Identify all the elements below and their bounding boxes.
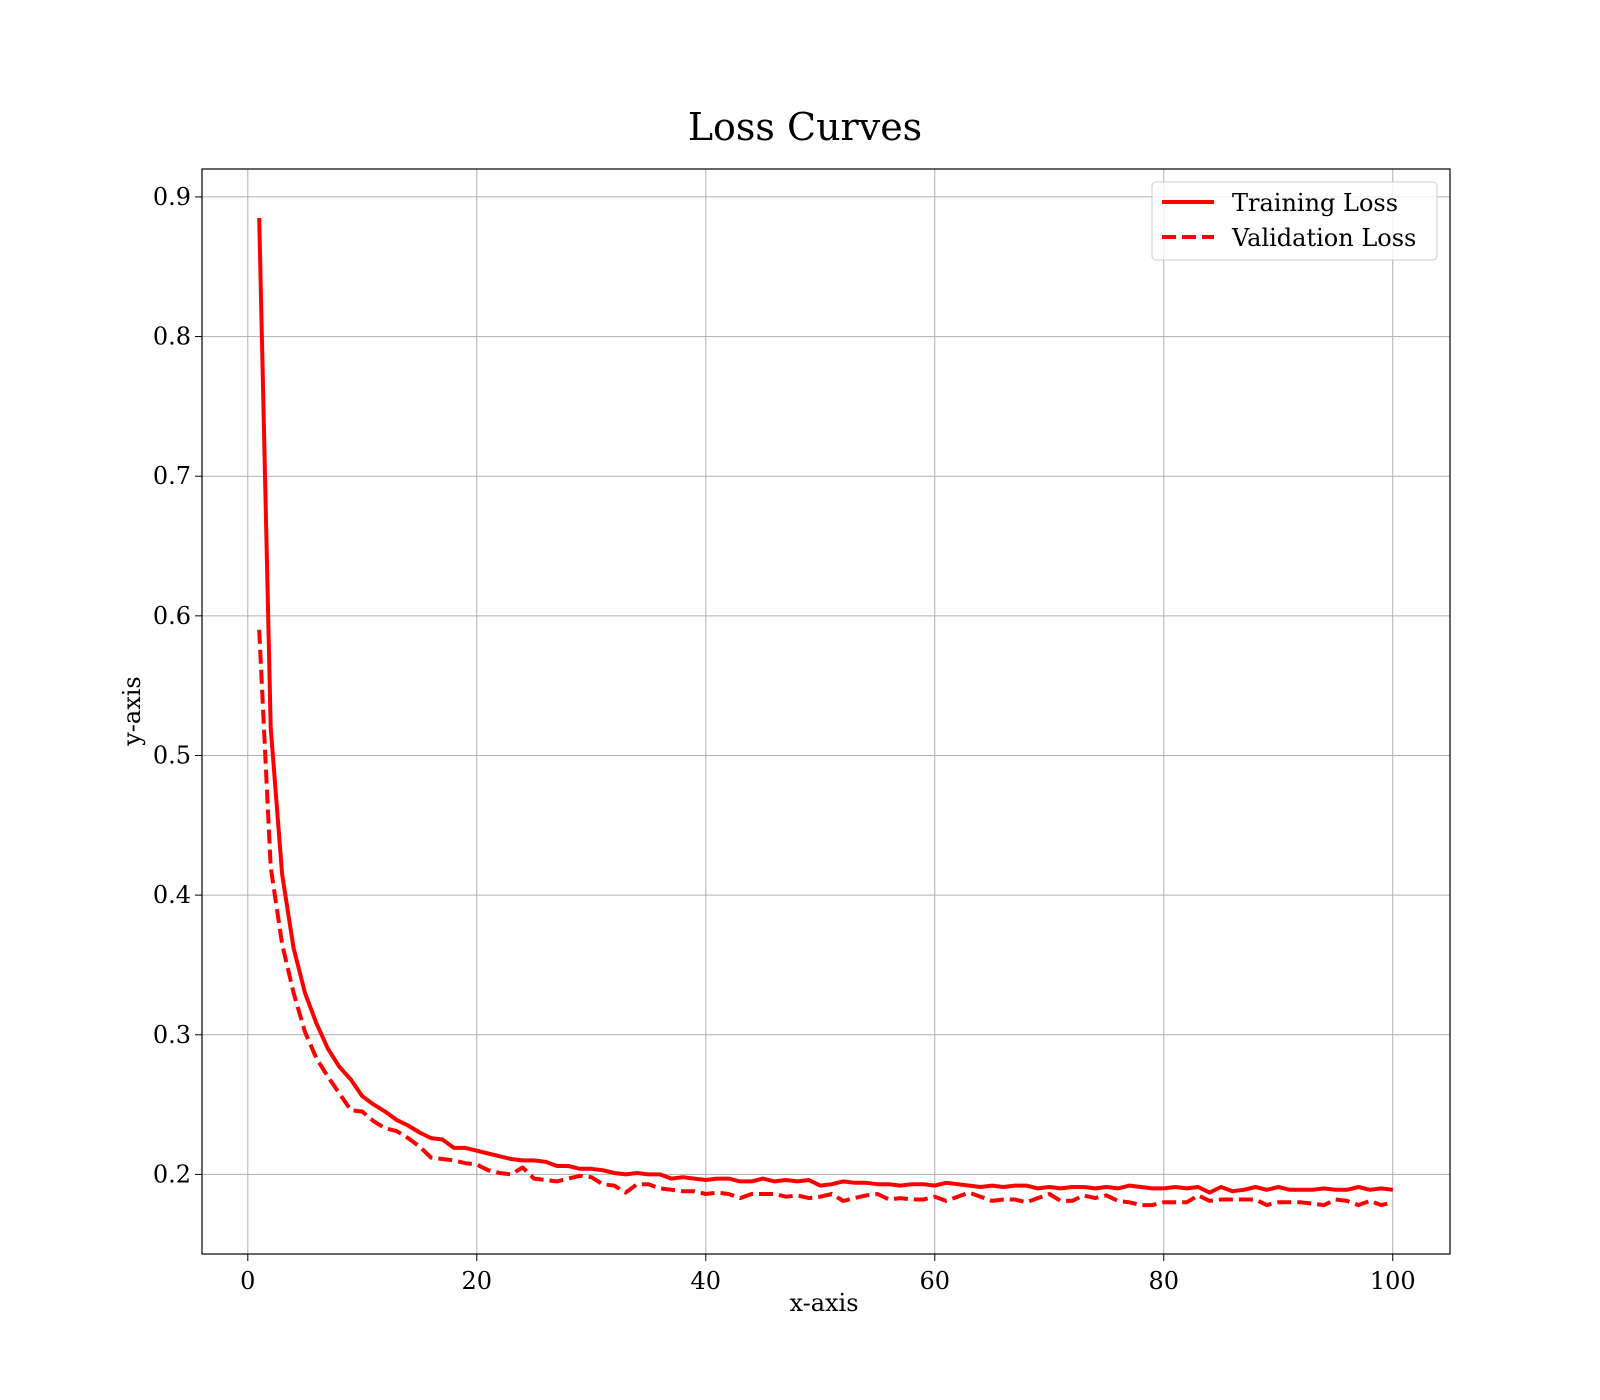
validation-loss-line: [257, 629, 1394, 1208]
y-tick-label: 0.3: [153, 1021, 191, 1049]
x-tick-label: 20: [462, 1267, 493, 1295]
y-tick-label: 0.7: [153, 462, 191, 490]
legend-label-validation: Validation Loss: [1231, 224, 1416, 252]
x-tick-label: 40: [691, 1267, 722, 1295]
x-axis-label: x-axis: [789, 1289, 858, 1317]
y-tick-label: 0.2: [153, 1160, 191, 1188]
x-tick-label: 80: [1148, 1267, 1179, 1295]
x-tick-label: 100: [1370, 1267, 1416, 1295]
y-tick-label: 0.8: [153, 323, 191, 351]
y-tick-label: 0.6: [153, 602, 191, 630]
x-axis-ticks: 0 20 40 60 80 100: [240, 1254, 1416, 1295]
y-tick-label: 0.5: [153, 741, 191, 769]
x-tick-label: 0: [240, 1267, 255, 1295]
y-axis-ticks: 0.2 0.3 0.4 0.5 0.6 0.7 0.8 0.9: [153, 183, 202, 1188]
y-axis-label: y-axis: [118, 676, 146, 747]
plot-frame: [201, 168, 1451, 1255]
legend-label-training: Training Loss: [1232, 189, 1398, 217]
legend: Training Loss Validation Loss: [1151, 181, 1438, 261]
x-tick-label: 60: [919, 1267, 950, 1295]
grid: [202, 169, 1450, 1254]
y-tick-label: 0.9: [153, 183, 191, 211]
y-tick-label: 0.4: [153, 881, 191, 909]
legend-box: [1151, 181, 1438, 261]
series-lines: [257, 217, 1394, 1208]
training-loss-line: [257, 217, 1394, 1195]
chart-title: Loss Curves: [688, 105, 922, 149]
